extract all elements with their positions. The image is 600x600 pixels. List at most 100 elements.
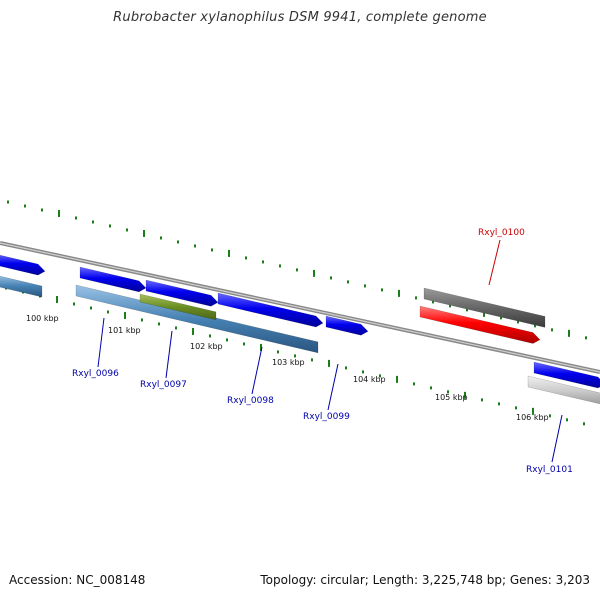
tick-mark xyxy=(515,406,517,410)
tick-mark xyxy=(245,256,247,260)
cds-arrow xyxy=(217,292,324,328)
tick-mark xyxy=(379,374,381,378)
genome-backbone xyxy=(0,241,600,374)
tick-mark xyxy=(345,366,347,370)
genome-summary: Topology: circular; Length: 3,225,748 bp… xyxy=(260,573,590,587)
tick-mark xyxy=(296,268,298,272)
tick-mark xyxy=(328,359,330,367)
accession-text: Accession: NC_008148 xyxy=(9,573,146,587)
leader-line xyxy=(327,363,339,411)
leader-line xyxy=(97,317,105,368)
tick-mark xyxy=(41,208,43,212)
gene-features xyxy=(0,254,600,405)
tick-mark xyxy=(126,228,128,232)
tick-mark xyxy=(311,358,313,362)
tick-mark xyxy=(500,316,502,320)
tick-mark xyxy=(277,350,279,354)
tick-mark xyxy=(90,306,92,310)
tick-mark xyxy=(58,209,60,217)
tick-mark xyxy=(109,224,111,228)
tick-mark xyxy=(7,200,9,204)
gene-band xyxy=(75,284,319,354)
cds-arrow xyxy=(533,361,600,389)
gene-band-light xyxy=(527,375,600,405)
tick-mark xyxy=(226,338,228,342)
cds-arrow xyxy=(145,279,219,307)
tick-mark xyxy=(347,280,349,284)
tick-mark xyxy=(447,390,449,394)
tick-mark xyxy=(92,220,94,224)
tick-mark xyxy=(24,204,26,208)
tick-mark xyxy=(279,264,281,268)
misc-feature-band xyxy=(139,293,217,321)
tick-mark xyxy=(551,328,553,332)
tick-mark xyxy=(211,248,213,252)
tick-mark xyxy=(483,309,485,317)
tick-mark xyxy=(534,324,536,328)
gene-labels: 100 kbp 101 kbp 102 kbp 103 kbp 104 kbp 105 k… xyxy=(26,228,573,475)
tick-label: 105 kbp xyxy=(435,393,468,402)
tick-mark xyxy=(160,236,162,240)
tick-mark xyxy=(141,318,143,322)
cds-arrow-highlight xyxy=(419,305,541,344)
tick-mark xyxy=(294,354,296,358)
tick-mark xyxy=(75,216,77,220)
gene-band-gray xyxy=(423,287,546,328)
tick-mark xyxy=(583,422,585,426)
gene-label-rxyl_0101: Rxyl_0101 xyxy=(526,465,573,475)
gene-label-rxyl_0096: Rxyl_0096 xyxy=(72,369,119,379)
gene-label-rxyl_0099: Rxyl_0099 xyxy=(303,412,350,422)
map-title: Rubrobacter xylanophilus DSM 9941, compl… xyxy=(113,10,487,25)
gene-band xyxy=(0,275,43,298)
tick-mark xyxy=(107,310,109,314)
tick-mark xyxy=(124,311,126,319)
tick-mark xyxy=(56,295,58,303)
tick-mark xyxy=(73,302,75,306)
tick-mark xyxy=(177,240,179,244)
tick-label: 101 kbp xyxy=(108,326,141,335)
tick-mark xyxy=(194,244,196,248)
tick-mark xyxy=(209,334,211,338)
tick-mark xyxy=(330,276,332,280)
tick-mark xyxy=(313,269,315,277)
leader-line xyxy=(251,346,263,395)
tick-label: 102 kbp xyxy=(190,342,223,351)
tick-mark xyxy=(158,322,160,326)
cds-arrow xyxy=(0,254,46,276)
tick-mark xyxy=(262,260,264,264)
tick-mark xyxy=(517,320,519,324)
tick-mark xyxy=(466,308,468,312)
tick-label: 103 kbp xyxy=(272,358,305,367)
tick-mark xyxy=(192,327,194,335)
tick-mark xyxy=(415,296,417,300)
tick-mark xyxy=(566,418,568,422)
tick-mark xyxy=(398,289,400,297)
tick-mark xyxy=(430,386,432,390)
leader-line xyxy=(165,330,173,379)
tick-mark xyxy=(396,375,398,383)
tick-mark xyxy=(432,300,434,304)
cds-arrow xyxy=(79,266,147,293)
tick-mark xyxy=(449,304,451,308)
tick-mark xyxy=(549,414,551,418)
tick-label: 104 kbp xyxy=(353,375,386,384)
tick-mark xyxy=(228,249,230,257)
tick-label: 100 kbp xyxy=(26,314,59,323)
tick-mark xyxy=(585,336,587,340)
leader-line xyxy=(551,414,563,463)
leader-line xyxy=(488,239,501,286)
tick-mark xyxy=(260,343,262,351)
tick-mark xyxy=(243,342,245,346)
tick-mark xyxy=(498,402,500,406)
cds-arrow xyxy=(325,315,369,336)
tick-mark xyxy=(143,229,145,237)
tick-mark xyxy=(413,382,415,386)
gene-label-rxyl_0100: Rxyl_0100 xyxy=(478,228,525,238)
tick-mark xyxy=(481,398,483,402)
tick-mark xyxy=(381,288,383,292)
tick-mark xyxy=(464,391,466,399)
tick-mark xyxy=(362,370,364,374)
gene-label-rxyl_0097: Rxyl_0097 xyxy=(140,380,187,390)
gene-label-rxyl_0098: Rxyl_0098 xyxy=(227,396,274,406)
